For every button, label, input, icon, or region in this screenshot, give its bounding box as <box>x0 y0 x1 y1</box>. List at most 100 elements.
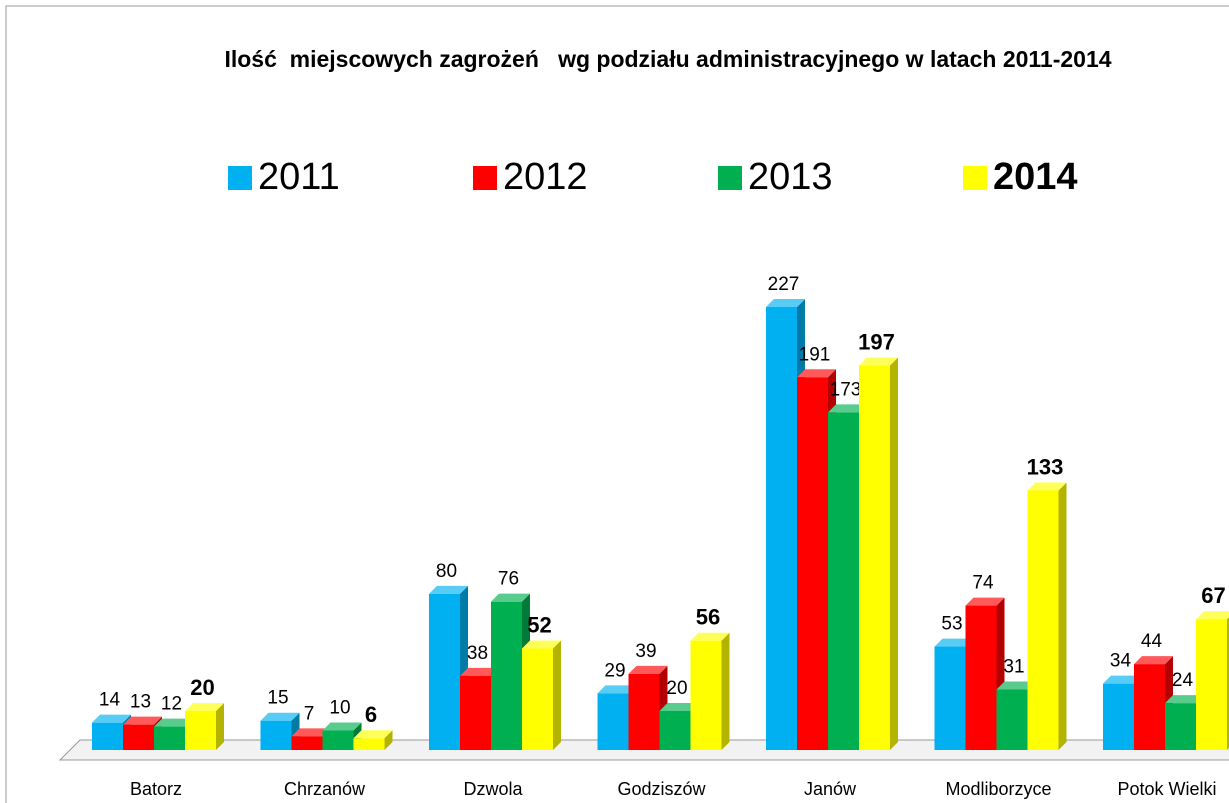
chart-title: Ilość miejscowych zagrożeń wg podziału a… <box>224 46 1112 72</box>
bar-side <box>721 632 730 750</box>
bar <box>1196 611 1229 750</box>
bar <box>522 640 561 750</box>
data-label: 38 <box>467 643 488 664</box>
bar <box>690 632 730 750</box>
bar-top <box>291 728 331 737</box>
bar-side <box>384 730 393 750</box>
data-label: 44 <box>1141 631 1163 652</box>
bar-top <box>460 667 499 676</box>
bar-front <box>996 689 1028 750</box>
bar-top <box>92 714 131 723</box>
bar-top <box>996 681 1036 690</box>
bar-front <box>597 693 629 750</box>
data-label: 6 <box>365 702 377 727</box>
frame <box>5 5 1229 803</box>
data-label: 14 <box>99 690 121 711</box>
bar-top <box>766 299 805 307</box>
bar <box>429 585 468 750</box>
data-label: 15 <box>267 688 288 709</box>
data-label: 13 <box>130 692 151 713</box>
bar-front <box>1165 703 1196 750</box>
legend-label: 2014 <box>993 156 1078 198</box>
bar-top <box>1027 482 1067 491</box>
x-tick-label: Janów <box>804 779 857 799</box>
x-tick-label: Godziszów <box>617 779 706 799</box>
bar-top <box>690 632 730 641</box>
bar-front <box>1134 664 1165 750</box>
bar-front <box>460 675 491 750</box>
legend-swatch <box>228 166 252 190</box>
bar-front <box>185 710 216 750</box>
bar-front <box>766 307 797 750</box>
bar <box>353 730 393 750</box>
bar-front <box>659 710 691 750</box>
bar-top <box>353 730 393 739</box>
bar-top <box>522 640 561 649</box>
bar-front <box>322 730 354 750</box>
bar <box>859 357 898 750</box>
bar-top <box>491 593 530 602</box>
x-tick-label: Modliborzyce <box>945 779 1051 799</box>
data-label: 29 <box>604 660 625 681</box>
bar <box>185 702 224 750</box>
bar-front <box>291 736 323 750</box>
bar-top <box>260 712 300 721</box>
data-label: 31 <box>1003 657 1024 678</box>
bar-front <box>797 377 828 750</box>
bar-front <box>690 640 722 750</box>
bar-front <box>1103 683 1134 750</box>
bar-front <box>260 720 292 750</box>
x-tick-label: Chrzanów <box>284 779 366 799</box>
bar-top <box>828 404 867 413</box>
bar-side <box>1058 482 1067 750</box>
bar-front <box>1027 490 1059 750</box>
bar-top <box>659 702 699 711</box>
bar-top <box>185 702 224 711</box>
bar-front <box>628 673 660 750</box>
bar-front <box>859 365 890 750</box>
data-label: 56 <box>696 605 720 630</box>
bar-front <box>429 593 460 750</box>
bar-top <box>797 369 836 378</box>
bar-side <box>553 640 561 750</box>
bar-front <box>92 722 123 750</box>
data-label: 24 <box>1172 670 1194 691</box>
x-tick-label: Potok Wielki <box>1117 779 1216 799</box>
bar <box>965 597 1005 750</box>
bar-front <box>154 726 185 750</box>
bar-front <box>1196 619 1227 750</box>
data-label: 12 <box>161 694 182 715</box>
data-label: 20 <box>190 675 214 700</box>
bar-top <box>1196 611 1229 620</box>
data-label: 10 <box>329 698 350 719</box>
legend-swatch <box>473 166 497 190</box>
data-label: 67 <box>1201 583 1225 608</box>
data-label: 173 <box>830 379 862 400</box>
bar-front <box>934 646 966 750</box>
data-label: 74 <box>972 573 994 594</box>
data-label: 34 <box>1110 651 1132 672</box>
bar-front <box>965 605 997 750</box>
bar-side <box>216 702 224 750</box>
legend-swatch <box>963 166 987 190</box>
data-label: 39 <box>635 641 656 662</box>
data-label: 191 <box>799 344 831 365</box>
data-label: 227 <box>768 274 800 295</box>
bar-top <box>934 638 974 647</box>
bar-front <box>828 412 859 750</box>
data-label: 20 <box>666 678 687 699</box>
bar <box>260 712 300 750</box>
bar-top <box>965 597 1005 606</box>
bar-top <box>859 357 898 366</box>
bar-side <box>890 357 898 750</box>
bar <box>628 665 668 750</box>
x-tick-label: Dzwola <box>463 779 523 799</box>
bar-front <box>353 738 385 750</box>
bar-front <box>491 601 522 750</box>
bar <box>1027 482 1067 750</box>
data-label: 7 <box>304 703 315 724</box>
bar-top <box>154 718 193 727</box>
bar-top <box>597 685 637 694</box>
bar-front <box>522 648 553 750</box>
